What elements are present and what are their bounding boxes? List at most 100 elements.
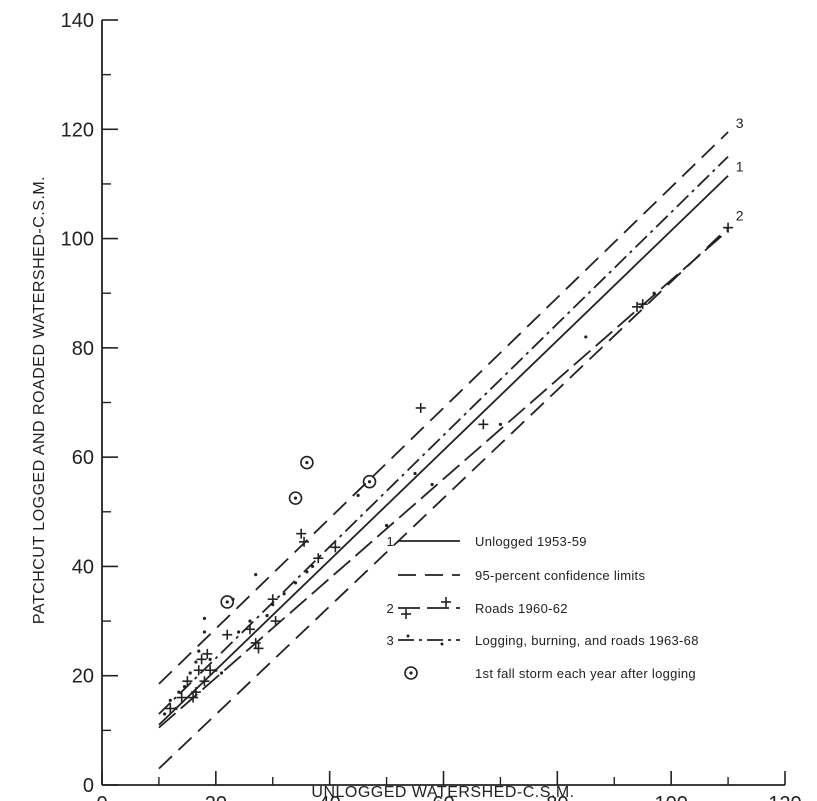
- legend-label: 95-percent confidence limits: [475, 568, 645, 583]
- plus-point: [296, 528, 307, 539]
- data-points: [163, 222, 734, 716]
- plus-point: [244, 624, 255, 635]
- dot-point: [652, 291, 656, 295]
- legend-label: 1st fall storm each year after logging: [475, 666, 696, 681]
- y-tick-label: 40: [72, 556, 94, 578]
- plus-point: [222, 629, 233, 640]
- plus-point: [313, 553, 324, 564]
- plus-point: [196, 654, 207, 665]
- plus-point: [182, 676, 193, 687]
- dot-point: [356, 493, 360, 497]
- y-axis-title: PATCHCUT LOGGED AND ROADED WATERSHED-C.S…: [31, 176, 48, 624]
- line-ci-upper: [158, 131, 729, 685]
- x-tick-label: 40: [319, 793, 341, 801]
- storm-point: [220, 595, 235, 609]
- dot-point: [310, 564, 315, 569]
- plus-point: [270, 616, 281, 627]
- circle-ring: [220, 595, 235, 609]
- legend-key: 3: [386, 633, 394, 648]
- circle-center: [225, 600, 229, 604]
- dot-point: [177, 690, 181, 694]
- x-tick-label: 80: [546, 793, 568, 801]
- y-tick-label: 100: [61, 229, 94, 251]
- circle-center: [305, 461, 309, 465]
- line-end-label: 3: [736, 115, 744, 131]
- plus-point: [188, 692, 199, 703]
- x-tick-label: 120: [768, 793, 801, 801]
- y-tick-label: 80: [72, 338, 94, 360]
- dot-point: [174, 706, 178, 711]
- storm-point: [362, 474, 377, 489]
- storm-point: [300, 455, 314, 470]
- line-ci-lower: [158, 226, 729, 770]
- dot-point: [202, 616, 207, 620]
- circle-ring: [288, 491, 303, 505]
- legend-item: 2 Roads 1960-62: [386, 597, 568, 619]
- legend-swatch-dot: [406, 634, 410, 638]
- circle-ring: [404, 666, 418, 680]
- dot-point: [265, 614, 269, 618]
- plus-point: [415, 402, 426, 413]
- plus-point: [299, 536, 310, 547]
- legend-label: Logging, burning, and roads 1963-68: [475, 633, 699, 648]
- legend-swatch-plus: [441, 597, 451, 607]
- plus-point: [193, 665, 204, 676]
- dot-point: [282, 592, 286, 596]
- plus-point: [267, 594, 278, 605]
- dot-point: [237, 630, 241, 634]
- y-tick-label: 60: [72, 447, 94, 469]
- legend-swatch: [404, 666, 418, 680]
- dot-point: [197, 649, 201, 653]
- circle-ring: [362, 474, 377, 489]
- x-axis-title: UNLOGGED WATERSHED-C.S.M.: [311, 784, 574, 801]
- dot-point: [182, 685, 187, 689]
- dot-point: [254, 573, 258, 577]
- circle-ring: [300, 455, 314, 470]
- x-tick-label: 20: [205, 793, 227, 801]
- dot-point: [498, 422, 503, 426]
- circle-center: [293, 496, 298, 500]
- plus-point: [176, 692, 187, 703]
- legend-item: 1 Unlogged 1953-59: [386, 534, 586, 549]
- dot-point: [413, 471, 417, 476]
- plus-point: [199, 676, 210, 687]
- y-tick-label: 20: [72, 666, 94, 688]
- plus-point: [253, 643, 264, 654]
- line-3: [158, 155, 729, 715]
- y-tick-label: 120: [61, 119, 94, 141]
- legend-item: 1st fall storm each year after logging: [404, 666, 696, 681]
- dot-point: [202, 630, 207, 634]
- legend-label: Roads 1960-62: [475, 601, 568, 616]
- line-1: [158, 175, 729, 726]
- line-end-label: 2: [736, 208, 744, 224]
- storm-point: [288, 491, 303, 505]
- legend-key: 2: [386, 601, 394, 616]
- x-tick-label: 100: [654, 793, 687, 801]
- dot-point: [219, 671, 224, 675]
- legend-label: Unlogged 1953-59: [475, 534, 587, 549]
- plus-point: [330, 542, 341, 553]
- tick-labels: 0 20 40 60 80 100 120 0 20 40 60 80 100 120 140: [61, 10, 802, 801]
- x-tick-label: 60: [432, 793, 454, 801]
- dot-point: [384, 523, 389, 528]
- plus-point: [637, 299, 648, 310]
- plus-point: [202, 648, 213, 659]
- dot-point: [168, 698, 172, 702]
- legend-swatch-dot: [440, 642, 444, 646]
- line-end-labels: 1 2 3: [736, 115, 744, 224]
- ticks: [101, 19, 786, 786]
- y-tick-label: 140: [61, 10, 94, 32]
- circle-center: [409, 671, 413, 675]
- dot-point: [293, 581, 298, 585]
- dot-point: [163, 712, 167, 716]
- legend-item: 3 Logging, burning, and roads 1963-68: [386, 633, 698, 648]
- plus-point: [205, 665, 216, 676]
- plus-point: [723, 222, 734, 233]
- plus-point: [190, 687, 201, 698]
- legend-item: 95-percent confidence limits: [398, 568, 645, 583]
- dot-point: [584, 335, 588, 339]
- plus-point: [632, 301, 643, 312]
- x-tick-label: 0: [96, 793, 107, 801]
- dot-point: [214, 668, 218, 672]
